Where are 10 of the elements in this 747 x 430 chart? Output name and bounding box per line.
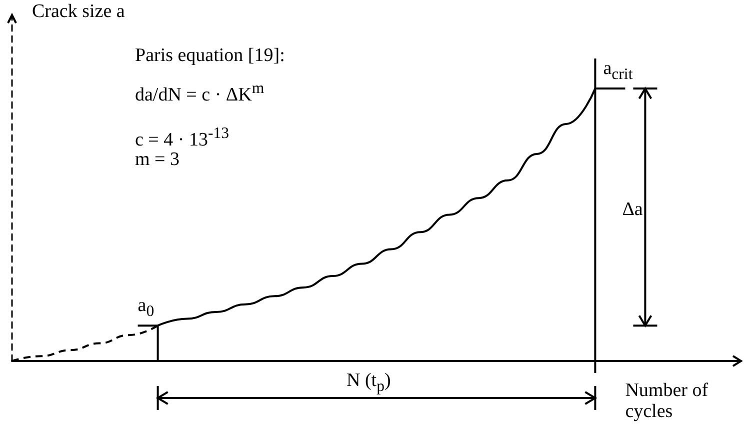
annotation: Δa xyxy=(622,199,643,221)
text: Paris equation [19]: xyxy=(135,45,285,67)
text: a$_{crit}$ xyxy=(603,58,633,83)
x-axis-title: Number of cycles xyxy=(625,380,710,423)
annotation: c = 4 · 13$^{-13}$ xyxy=(135,125,230,152)
text: N (t$_{p}$) xyxy=(346,370,391,396)
annotation: m = 3 xyxy=(135,149,180,171)
y-axis-title: Crack size a xyxy=(32,1,125,23)
annotation: a$_{0}$ xyxy=(138,294,154,320)
annotation: da/dN = c · ΔK$^{m}$ xyxy=(135,80,264,106)
